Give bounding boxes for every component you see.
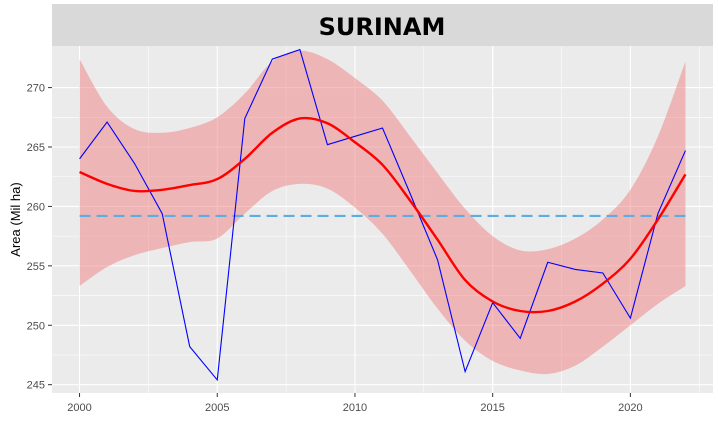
y-tick-label: 245 (27, 380, 45, 392)
y-tick-label: 260 (27, 201, 45, 213)
chart-title: SURINAM (319, 13, 446, 41)
x-tick-label: 2020 (618, 402, 642, 414)
trend-line (79, 116, 687, 314)
y-tick-label: 265 (27, 142, 45, 154)
confidence-band (79, 50, 686, 375)
y-tick-label: 255 (27, 261, 45, 273)
x-tick-label: 2000 (67, 402, 91, 414)
title-strip (52, 4, 713, 46)
tick-labels: 2000 2005 2010 2015 2020 245 250 255 260 265 270 (27, 83, 643, 414)
axis-ticks (48, 87, 631, 397)
area-series-line (79, 48, 686, 382)
x-tick-label: 2005 (205, 402, 229, 414)
y-tick-label: 270 (27, 83, 45, 95)
x-tick-label: 2010 (343, 402, 367, 414)
y-tick-label: 250 (27, 320, 45, 332)
x-tick-label: 2015 (480, 402, 504, 414)
chart-marks (79, 48, 687, 382)
y-axis-title: Area (Mil ha) (8, 182, 23, 256)
